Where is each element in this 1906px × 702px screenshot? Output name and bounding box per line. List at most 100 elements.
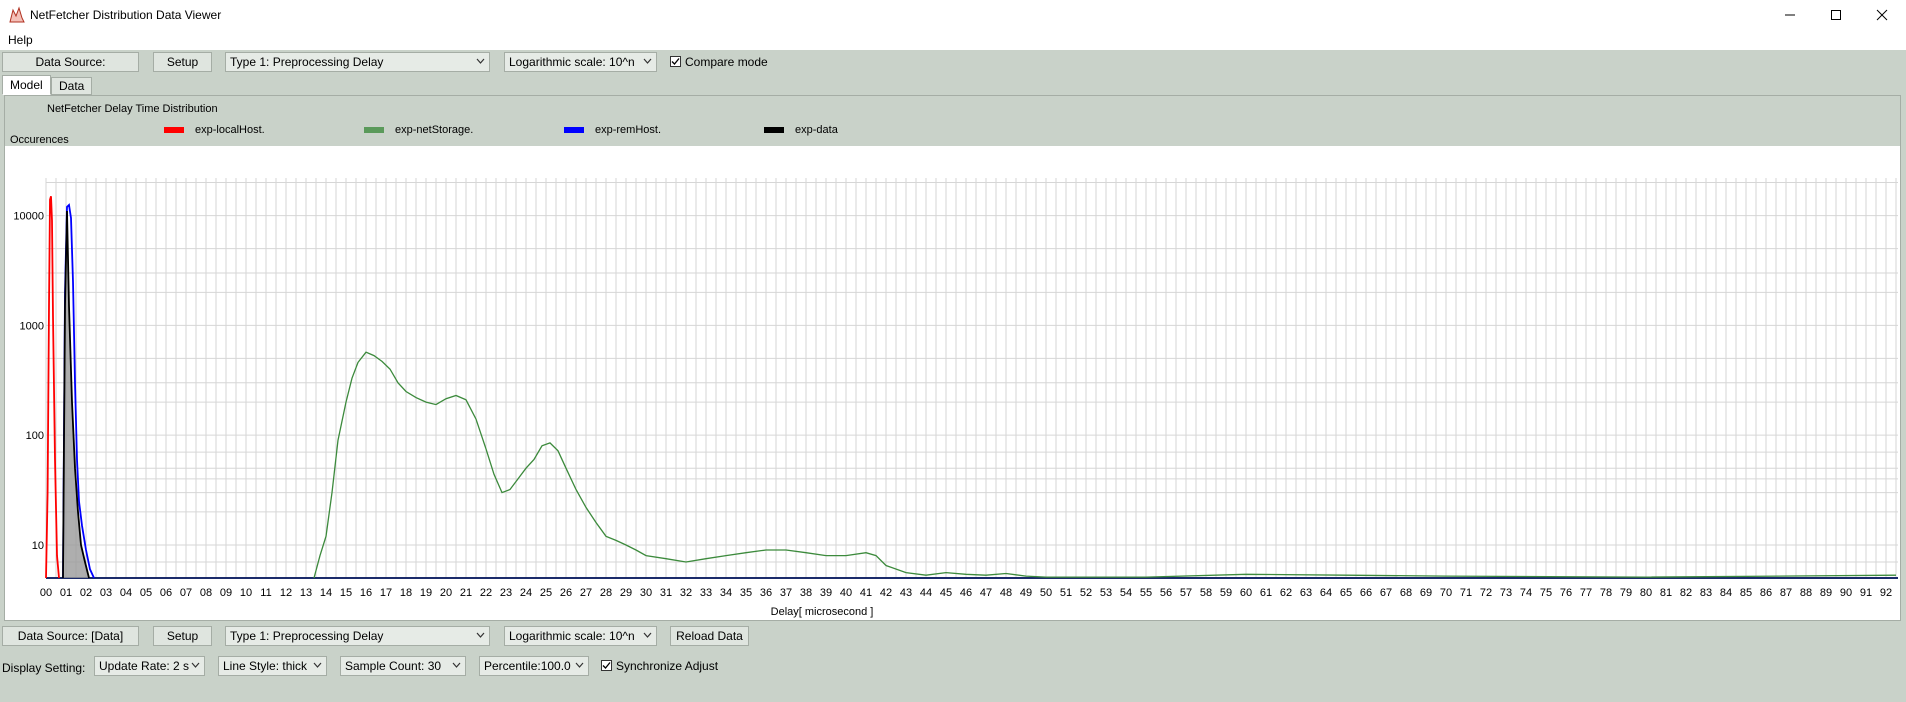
- x-tick-label: 68: [1400, 587, 1412, 599]
- x-tick-label: 01: [60, 587, 72, 599]
- x-tick-label: 28: [600, 587, 612, 599]
- x-tick-label: 10: [240, 587, 252, 599]
- x-tick-label: 04: [120, 587, 132, 599]
- x-tick-label: 40: [840, 587, 852, 599]
- x-tick-label: 23: [500, 587, 512, 599]
- menu-help[interactable]: Help: [8, 33, 33, 47]
- x-tick-label: 92: [1880, 587, 1892, 599]
- x-tick-label: 76: [1560, 587, 1572, 599]
- update-rate-value: Update Rate: 2 s: [99, 659, 190, 673]
- x-tick-label: 46: [960, 587, 972, 599]
- x-tick-label: 90: [1840, 587, 1852, 599]
- chevron-down-icon: [476, 58, 485, 64]
- x-tick-label: 42: [880, 587, 892, 599]
- x-tick-label: 05: [140, 587, 152, 599]
- close-button[interactable]: [1859, 0, 1905, 30]
- x-tick-label: 64: [1320, 587, 1332, 599]
- display-setting-label: Display Setting:: [2, 661, 86, 675]
- x-tick-label: 32: [680, 587, 692, 599]
- type-dropdown-bottom[interactable]: Type 1: Preprocessing Delay: [225, 626, 490, 646]
- x-tick-label: 14: [320, 587, 332, 599]
- line-style-value: Line Style: thick: [223, 659, 308, 673]
- y-tick-label: 10: [32, 540, 44, 552]
- x-tick-label: 06: [160, 587, 172, 599]
- type-dropdown-value: Type 1: Preprocessing Delay: [230, 55, 384, 69]
- scale-dropdown-value: Logarithmic scale: 10^n: [509, 629, 635, 643]
- x-tick-label: 75: [1540, 587, 1552, 599]
- x-tick-label: 38: [800, 587, 812, 599]
- x-tick-label: 73: [1500, 587, 1512, 599]
- minimize-button[interactable]: [1767, 0, 1813, 30]
- x-tick-label: 54: [1120, 587, 1132, 599]
- series-area-exp-data: [63, 211, 89, 578]
- x-tick-label: 07: [180, 587, 192, 599]
- x-tick-label: 70: [1440, 587, 1452, 599]
- app-icon: [9, 6, 25, 23]
- compare-mode-checkbox[interactable]: Compare mode: [670, 52, 780, 72]
- maximize-button[interactable]: [1813, 0, 1859, 30]
- setup-button[interactable]: Setup: [153, 52, 212, 72]
- series-line-exp-netStorage: [313, 351, 1897, 579]
- sample-count-value: Sample Count: 30: [345, 659, 442, 673]
- x-tick-label: 83: [1700, 587, 1712, 599]
- x-tick-label: 33: [700, 587, 712, 599]
- x-tick-label: 35: [740, 587, 752, 599]
- x-tick-label: 12: [280, 587, 292, 599]
- series-line-exp-localHost: [45, 196, 60, 579]
- x-tick-label: 26: [560, 587, 572, 599]
- reload-data-button[interactable]: Reload Data: [670, 626, 749, 646]
- sample-count-dropdown[interactable]: Sample Count: 30: [340, 656, 466, 676]
- checkmark-icon: [671, 58, 680, 65]
- legend-swatch: [364, 127, 384, 133]
- bottom-toolbar: Data Source: [Data] Setup Type 1: Prepro…: [0, 624, 1906, 650]
- x-tick-label: 79: [1620, 587, 1632, 599]
- data-source-button[interactable]: Data Source:: [2, 52, 139, 72]
- x-tick-label: 88: [1800, 587, 1812, 599]
- x-tick-label: 60: [1240, 587, 1252, 599]
- x-tick-label: 18: [400, 587, 412, 599]
- synchronize-adjust-checkbox[interactable]: Synchronize Adjust: [601, 656, 731, 676]
- legend-swatch: [764, 127, 784, 133]
- x-tick-label: 77: [1580, 587, 1592, 599]
- legend-swatch: [164, 127, 184, 133]
- x-tick-label: 81: [1660, 587, 1672, 599]
- type-dropdown[interactable]: Type 1: Preprocessing Delay: [225, 52, 490, 72]
- line-style-dropdown[interactable]: Line Style: thick: [218, 656, 327, 676]
- maximize-icon: [1831, 10, 1841, 20]
- scale-dropdown-bottom[interactable]: Logarithmic scale: 10^n: [504, 626, 657, 646]
- menu-bar: Help: [0, 30, 1906, 50]
- legend-band: [5, 96, 1900, 146]
- x-tick-label: 69: [1420, 587, 1432, 599]
- x-tick-label: 31: [660, 587, 672, 599]
- x-tick-label: 78: [1600, 587, 1612, 599]
- setup-button-bottom[interactable]: Setup: [153, 626, 212, 646]
- update-rate-dropdown[interactable]: Update Rate: 2 s: [94, 656, 205, 676]
- x-tick-label: 02: [80, 587, 92, 599]
- minimize-icon: [1785, 14, 1795, 16]
- x-tick-label: 74: [1520, 587, 1532, 599]
- legend-label: exp-netStorage.: [395, 124, 474, 136]
- tab-model[interactable]: Model: [2, 75, 51, 95]
- x-tick-label: 09: [220, 587, 232, 599]
- percentile-value: Percentile:100.0: [484, 659, 571, 673]
- x-tick-label: 89: [1820, 587, 1832, 599]
- x-tick-label: 36: [760, 587, 772, 599]
- x-tick-label: 19: [420, 587, 432, 599]
- x-tick-label: 47: [980, 587, 992, 599]
- data-source-data-button[interactable]: Data Source: [Data]: [2, 626, 139, 646]
- chevron-down-icon: [452, 662, 461, 668]
- checkbox-box[interactable]: [670, 56, 681, 67]
- x-tick-label: 13: [300, 587, 312, 599]
- scale-dropdown[interactable]: Logarithmic scale: 10^n: [504, 52, 657, 72]
- x-tick-label: 49: [1020, 587, 1032, 599]
- x-tick-label: 03: [100, 587, 112, 599]
- x-tick-label: 16: [360, 587, 372, 599]
- x-tick-label: 21: [460, 587, 472, 599]
- percentile-dropdown[interactable]: Percentile:100.0: [479, 656, 589, 676]
- x-tick-label: 20: [440, 587, 452, 599]
- checkbox-box[interactable]: [601, 660, 612, 671]
- chart-title: NetFetcher Delay Time Distribution: [47, 103, 218, 115]
- x-tick-label: 62: [1280, 587, 1292, 599]
- tab-data[interactable]: Data: [51, 77, 93, 95]
- chevron-down-icon: [191, 662, 200, 668]
